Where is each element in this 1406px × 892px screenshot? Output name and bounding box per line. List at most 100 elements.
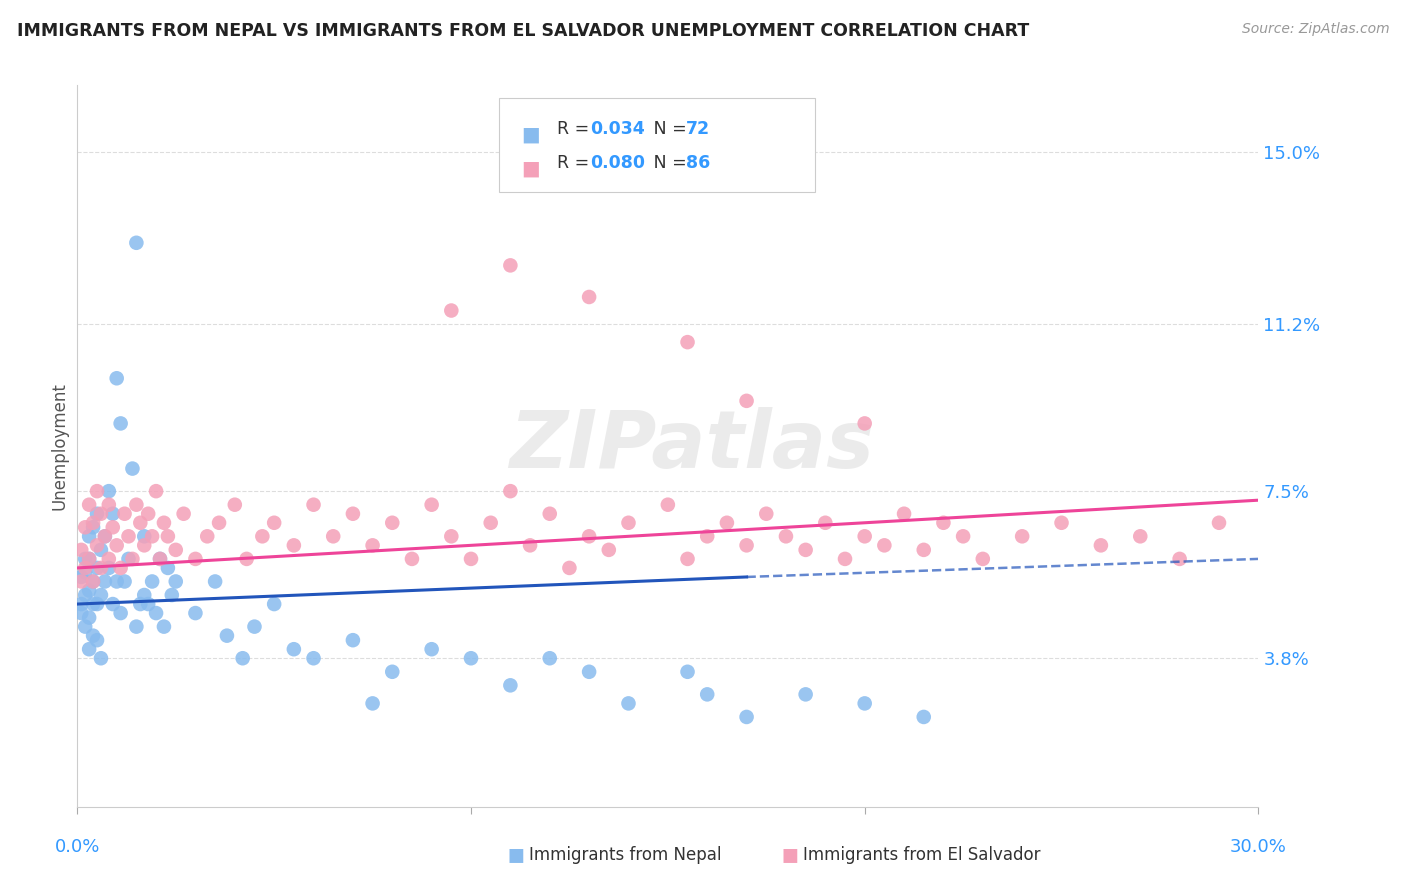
Point [283, 642, 305, 657]
Point [735, 710, 758, 724]
Point [195, 529, 218, 543]
Point [873, 538, 896, 552]
Point [215, 629, 238, 643]
Text: ▪: ▪ [520, 154, 541, 184]
Point [110, 417, 132, 431]
Point [460, 552, 482, 566]
Point [82, 574, 104, 589]
Point [420, 498, 443, 512]
Point [1090, 538, 1112, 552]
Point [302, 651, 325, 665]
Point [853, 529, 876, 543]
Text: Source: ZipAtlas.com: Source: ZipAtlas.com [1241, 22, 1389, 37]
Point [86, 538, 108, 552]
Point [184, 552, 207, 566]
Point [1168, 552, 1191, 566]
Point [75, 561, 97, 575]
Point [117, 529, 139, 543]
Point [794, 687, 817, 701]
Point [538, 651, 561, 665]
Point [755, 507, 778, 521]
Text: ▪: ▪ [506, 840, 524, 869]
Point [156, 561, 179, 575]
Point [440, 529, 463, 543]
Point [86, 633, 108, 648]
Point [235, 552, 257, 566]
Y-axis label: Unemployment: Unemployment [51, 382, 69, 510]
Text: R =: R = [557, 120, 595, 138]
Point [82, 629, 104, 643]
Point [149, 552, 172, 566]
Point [676, 552, 699, 566]
Point [381, 665, 404, 679]
Point [97, 484, 120, 499]
Point [90, 507, 112, 521]
Point [1050, 516, 1073, 530]
Text: ▪: ▪ [780, 840, 799, 869]
Text: 0.0%: 0.0% [55, 838, 100, 855]
Point [70, 597, 93, 611]
Point [598, 542, 620, 557]
Point [499, 484, 522, 499]
Text: Immigrants from Nepal: Immigrants from Nepal [529, 846, 721, 863]
Point [94, 574, 117, 589]
Text: 72: 72 [686, 120, 710, 138]
Point [117, 552, 139, 566]
Point [232, 651, 254, 665]
Point [77, 642, 100, 657]
Point [696, 687, 718, 701]
Point [263, 597, 285, 611]
Text: N =: N = [637, 120, 692, 138]
Point [105, 574, 128, 589]
Point [77, 529, 100, 543]
Point [912, 542, 935, 557]
Point [86, 597, 108, 611]
Point [70, 606, 93, 620]
Point [479, 516, 502, 530]
Point [932, 516, 955, 530]
Text: ZIPatlas: ZIPatlas [509, 407, 875, 485]
Point [110, 561, 132, 575]
Point [322, 529, 344, 543]
Text: R =: R = [557, 154, 595, 172]
Point [263, 516, 285, 530]
Point [94, 529, 117, 543]
Point [82, 520, 104, 534]
Point [1208, 516, 1230, 530]
Text: Immigrants from El Salvador: Immigrants from El Salvador [803, 846, 1040, 863]
Point [893, 507, 915, 521]
Point [134, 538, 156, 552]
Point [1129, 529, 1152, 543]
Point [775, 529, 797, 543]
Point [82, 574, 104, 589]
Point [134, 529, 156, 543]
Point [90, 651, 112, 665]
Point [657, 498, 679, 512]
Point [125, 498, 148, 512]
Point [972, 552, 994, 566]
Point [578, 529, 600, 543]
Point [558, 561, 581, 575]
Point [912, 710, 935, 724]
Point [70, 570, 93, 584]
Point [97, 498, 120, 512]
Point [342, 507, 364, 521]
Point [145, 484, 167, 499]
Point [1011, 529, 1033, 543]
Point [82, 597, 104, 611]
Point [129, 597, 152, 611]
Point [101, 520, 124, 534]
Point [70, 574, 93, 589]
Point [97, 552, 120, 566]
Point [77, 552, 100, 566]
Text: 0.080: 0.080 [591, 154, 645, 172]
Point [90, 588, 112, 602]
Text: ▪: ▪ [520, 120, 541, 150]
Text: 86: 86 [686, 154, 710, 172]
Point [75, 566, 97, 580]
Point [617, 697, 640, 711]
Point [696, 529, 718, 543]
Point [77, 610, 100, 624]
Point [75, 620, 97, 634]
Point [735, 393, 758, 408]
